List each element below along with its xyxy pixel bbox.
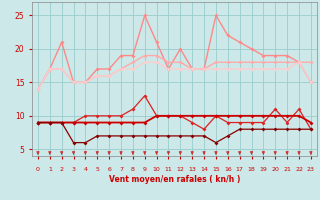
X-axis label: Vent moyen/en rafales ( kn/h ): Vent moyen/en rafales ( kn/h ) (109, 175, 240, 184)
